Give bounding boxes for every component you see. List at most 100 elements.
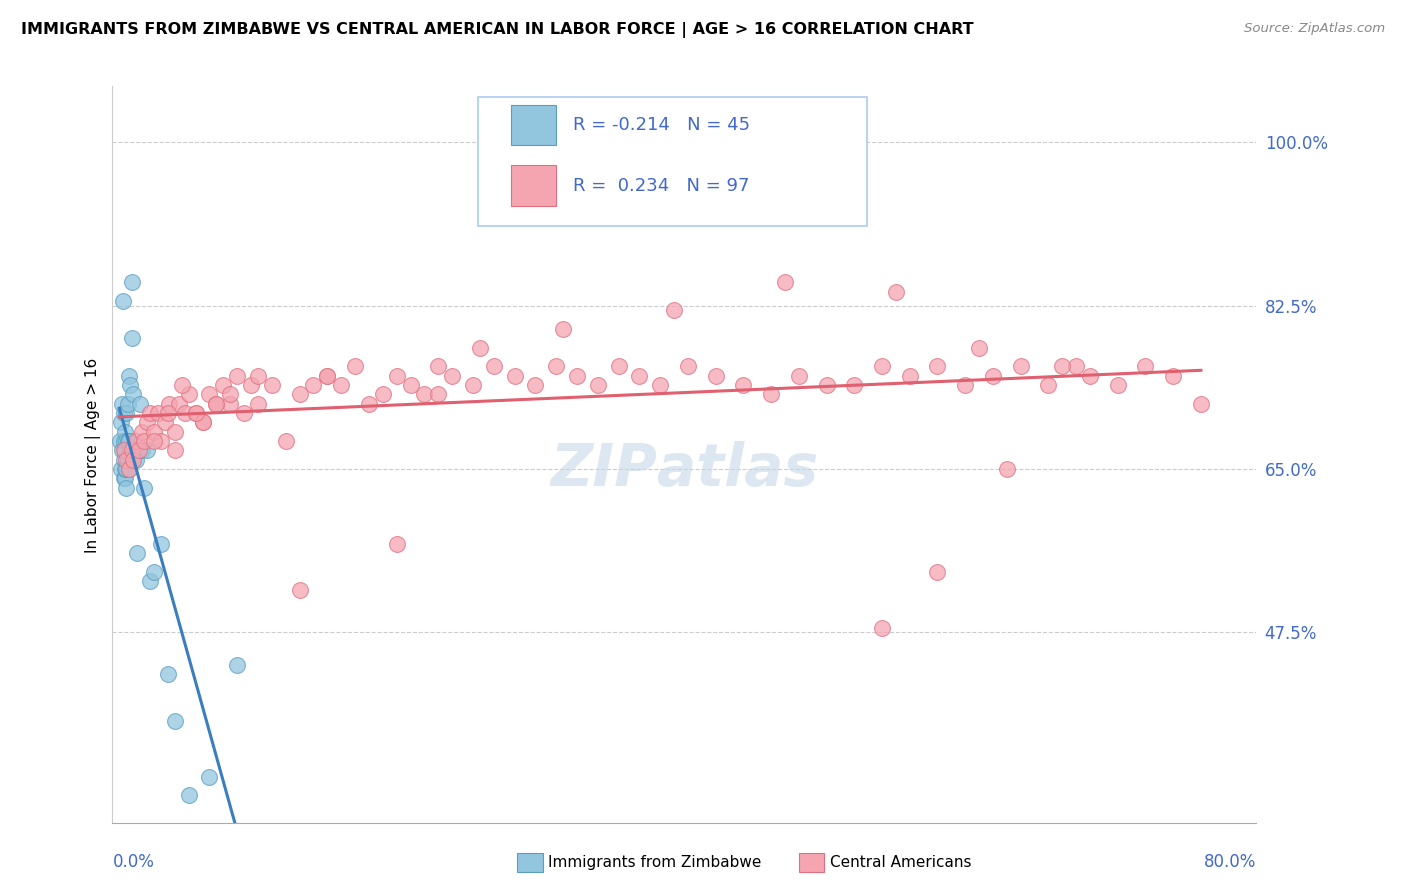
Point bbox=[870, 621, 893, 635]
Point bbox=[167, 396, 190, 410]
Point bbox=[219, 387, 242, 401]
Point bbox=[114, 425, 136, 439]
Point bbox=[1135, 359, 1157, 374]
Point bbox=[115, 434, 138, 448]
Point bbox=[156, 406, 179, 420]
Point bbox=[122, 452, 145, 467]
Point bbox=[117, 434, 139, 448]
Point bbox=[117, 452, 139, 467]
Point bbox=[844, 378, 866, 392]
Point bbox=[953, 378, 976, 392]
Point bbox=[226, 368, 249, 383]
Point bbox=[121, 443, 143, 458]
Point bbox=[115, 462, 138, 476]
Point bbox=[219, 396, 242, 410]
Point bbox=[468, 341, 491, 355]
Point bbox=[114, 462, 136, 476]
Point bbox=[115, 481, 138, 495]
Point bbox=[110, 415, 132, 429]
Point bbox=[733, 378, 755, 392]
Point bbox=[146, 406, 169, 420]
Text: 80.0%: 80.0% bbox=[1204, 853, 1257, 871]
Point bbox=[1078, 368, 1101, 383]
Bar bbox=[510, 165, 555, 206]
Point bbox=[110, 462, 132, 476]
Point bbox=[184, 406, 207, 420]
Y-axis label: In Labor Force | Age > 16: In Labor Force | Age > 16 bbox=[86, 358, 101, 552]
Point bbox=[787, 368, 810, 383]
Point bbox=[427, 359, 450, 374]
Point bbox=[112, 452, 135, 467]
Point bbox=[1064, 359, 1087, 374]
Point bbox=[927, 359, 949, 374]
Text: Central Americans: Central Americans bbox=[830, 855, 972, 870]
Point bbox=[773, 275, 796, 289]
Point bbox=[967, 341, 990, 355]
Point bbox=[385, 368, 408, 383]
Point bbox=[191, 415, 214, 429]
Point bbox=[156, 667, 179, 681]
Point bbox=[551, 322, 574, 336]
Point bbox=[247, 396, 270, 410]
Point bbox=[129, 396, 152, 410]
Point bbox=[247, 368, 270, 383]
Point bbox=[120, 378, 142, 392]
Point bbox=[316, 368, 339, 383]
Point bbox=[118, 368, 141, 383]
Point bbox=[111, 293, 134, 308]
Point bbox=[198, 770, 221, 784]
Point bbox=[1189, 396, 1212, 410]
Point bbox=[122, 452, 145, 467]
Point bbox=[357, 396, 380, 410]
Point bbox=[125, 452, 148, 467]
Point bbox=[884, 285, 907, 299]
Point bbox=[143, 425, 166, 439]
Point bbox=[427, 387, 450, 401]
Point bbox=[565, 368, 588, 383]
Point bbox=[330, 378, 353, 392]
Point bbox=[124, 443, 146, 458]
Point bbox=[586, 378, 609, 392]
Point bbox=[233, 406, 256, 420]
Point bbox=[134, 481, 156, 495]
Point bbox=[524, 378, 547, 392]
Point bbox=[153, 415, 176, 429]
Text: R =  0.234   N = 97: R = 0.234 N = 97 bbox=[574, 177, 749, 194]
Point bbox=[173, 406, 195, 420]
Point bbox=[143, 565, 166, 579]
Point bbox=[260, 378, 283, 392]
Point bbox=[121, 275, 143, 289]
Point bbox=[131, 443, 153, 458]
Point bbox=[184, 406, 207, 420]
Point bbox=[177, 387, 200, 401]
Point bbox=[927, 565, 949, 579]
Point bbox=[815, 378, 838, 392]
Point bbox=[111, 396, 134, 410]
Point bbox=[226, 657, 249, 672]
Point bbox=[115, 406, 138, 420]
Point bbox=[413, 387, 436, 401]
Point bbox=[112, 406, 135, 420]
FancyBboxPatch shape bbox=[478, 97, 868, 227]
Point bbox=[385, 536, 408, 550]
Point bbox=[163, 443, 186, 458]
Point bbox=[163, 714, 186, 728]
Point bbox=[118, 462, 141, 476]
Point bbox=[117, 396, 139, 410]
Point bbox=[112, 471, 135, 485]
Point bbox=[112, 434, 135, 448]
Point bbox=[628, 368, 651, 383]
Point bbox=[112, 443, 135, 458]
Point bbox=[143, 434, 166, 448]
Point bbox=[399, 378, 422, 392]
Point bbox=[120, 443, 142, 458]
Point bbox=[1038, 378, 1060, 392]
Point bbox=[118, 434, 141, 448]
Point bbox=[110, 434, 132, 448]
Point bbox=[662, 303, 685, 318]
Point bbox=[205, 396, 228, 410]
Point bbox=[118, 462, 141, 476]
Point bbox=[981, 368, 1004, 383]
Point bbox=[344, 359, 367, 374]
Text: Source: ZipAtlas.com: Source: ZipAtlas.com bbox=[1244, 22, 1385, 36]
